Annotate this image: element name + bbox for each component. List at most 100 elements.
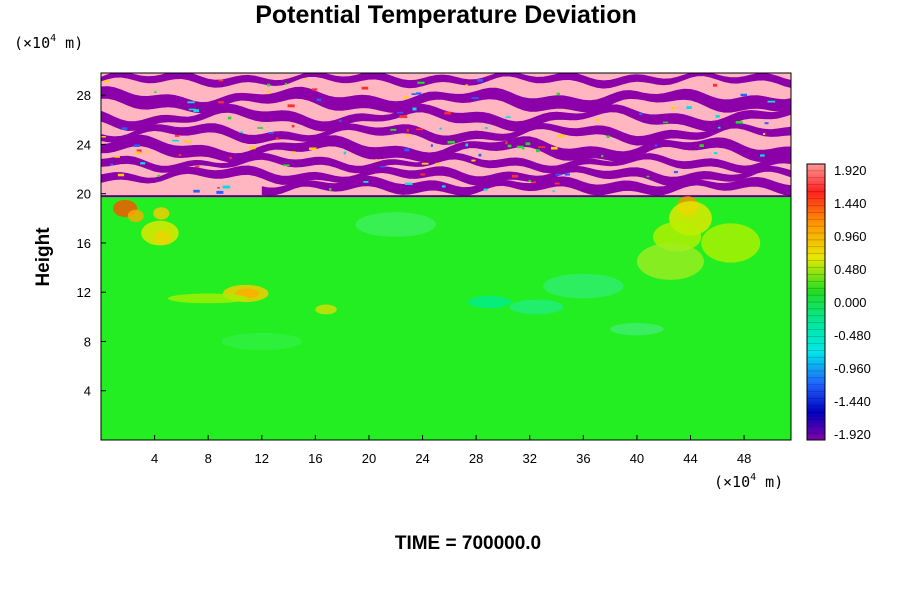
band-fringe [363, 180, 369, 183]
band-fringe [174, 134, 180, 137]
band-fringe [266, 83, 271, 87]
y-tick-label: 4 [84, 384, 91, 399]
band-fringe [699, 144, 704, 147]
purple-band [101, 165, 791, 187]
band-fringe [287, 104, 295, 108]
band-fringe [406, 133, 410, 137]
band-fringe [361, 86, 369, 90]
band-fringe [555, 173, 562, 176]
anomaly-patch [221, 332, 302, 351]
band-fringe [447, 140, 455, 144]
band-fringe [420, 173, 426, 176]
band-fringe [194, 165, 200, 168]
band-fringe [172, 139, 179, 142]
chart-title: Potential Temperature Deviation [255, 1, 637, 29]
band-fringe [227, 116, 232, 120]
anomaly-patch [355, 212, 436, 237]
band-fringe [218, 79, 224, 82]
x-tick-label: 4 [151, 451, 158, 466]
purple-band [101, 122, 791, 146]
heatmap-field [101, 73, 791, 440]
band-fringe [415, 128, 424, 131]
band-fringe [767, 100, 776, 103]
x-tick-label: 20 [362, 451, 376, 466]
band-fringe [404, 182, 413, 186]
band-fringe [606, 135, 610, 138]
anomaly-patch [167, 293, 249, 304]
band-fringe [114, 156, 120, 158]
band-fringe [415, 92, 422, 95]
band-fringe [686, 106, 692, 110]
y-axis-label: Height [33, 227, 54, 287]
band-fringe [525, 142, 531, 146]
band-fringe [564, 173, 571, 176]
y-tick-label: 24 [77, 137, 91, 152]
anomaly-patch [315, 304, 337, 315]
band-fringe [522, 147, 525, 150]
band-fringe [477, 79, 483, 82]
anomaly-patch [509, 299, 564, 315]
band-fringe [285, 82, 288, 85]
x-tick-label: 8 [205, 451, 212, 466]
band-fringe [283, 164, 290, 167]
band-fringe [154, 91, 157, 94]
x-axis-ticks: 4 8 12 16 20 24 28 32 36 40 44 48 [151, 435, 751, 466]
band-fringe [404, 148, 410, 152]
band-fringe [406, 128, 409, 132]
y-tick-label: 12 [77, 285, 91, 300]
band-fringe [193, 109, 200, 113]
band-fringe [552, 190, 555, 193]
band-fringe [715, 115, 720, 118]
band-fringe [291, 151, 296, 154]
band-fringe [712, 83, 718, 87]
band-fringe [103, 80, 110, 83]
band-fringe [218, 101, 224, 104]
band-fringe [421, 162, 429, 165]
band-fringe [222, 185, 231, 189]
band-fringe [528, 179, 532, 182]
band-fringe [396, 111, 404, 114]
band-fringe [257, 127, 264, 129]
band-fringe [444, 111, 452, 115]
colorbar-label: -0.960 [834, 361, 871, 376]
band-fringe [375, 159, 378, 162]
band-fringe [439, 127, 443, 130]
band-fringe [430, 144, 433, 147]
band-fringe [471, 97, 479, 99]
band-fringe [178, 154, 182, 157]
colorbar-label: -0.480 [834, 328, 871, 343]
band-fringe [380, 165, 385, 168]
band-fringe [601, 154, 604, 158]
band-fringe [412, 107, 417, 111]
band-fringe [184, 140, 193, 143]
band-fringe [188, 108, 196, 111]
band-fringe [763, 132, 766, 136]
x-tick-label: 28 [469, 451, 483, 466]
band-fringe [673, 171, 678, 174]
anomaly-patch [701, 223, 761, 263]
band-fringe [216, 190, 224, 194]
band-fringe [239, 131, 243, 133]
band-fringe [136, 149, 142, 153]
band-fringe [411, 93, 417, 95]
band-fringe [101, 136, 106, 138]
band-fringe [471, 159, 476, 162]
x-tick-label: 12 [255, 451, 269, 466]
band-fringe [478, 153, 482, 157]
x-tick-label: 32 [523, 451, 537, 466]
y-tick-label: 20 [77, 187, 91, 202]
band-fringe [735, 121, 743, 124]
x-tick-label: 48 [737, 451, 751, 466]
colorbar-label: 0.960 [834, 229, 867, 244]
band-fringe [511, 174, 519, 178]
band-fringe [662, 121, 669, 124]
x-tick-label: 24 [415, 451, 429, 466]
band-fringe [193, 189, 200, 193]
band-fringe [760, 154, 765, 157]
colorbar-labels: 1.920 1.440 0.960 0.480 0.000 -0.480 -0.960 -1.… [807, 163, 871, 442]
band-fringe [554, 182, 560, 185]
band-fringe [417, 81, 425, 84]
band-fringe [531, 181, 536, 184]
band-fringe [595, 118, 600, 121]
